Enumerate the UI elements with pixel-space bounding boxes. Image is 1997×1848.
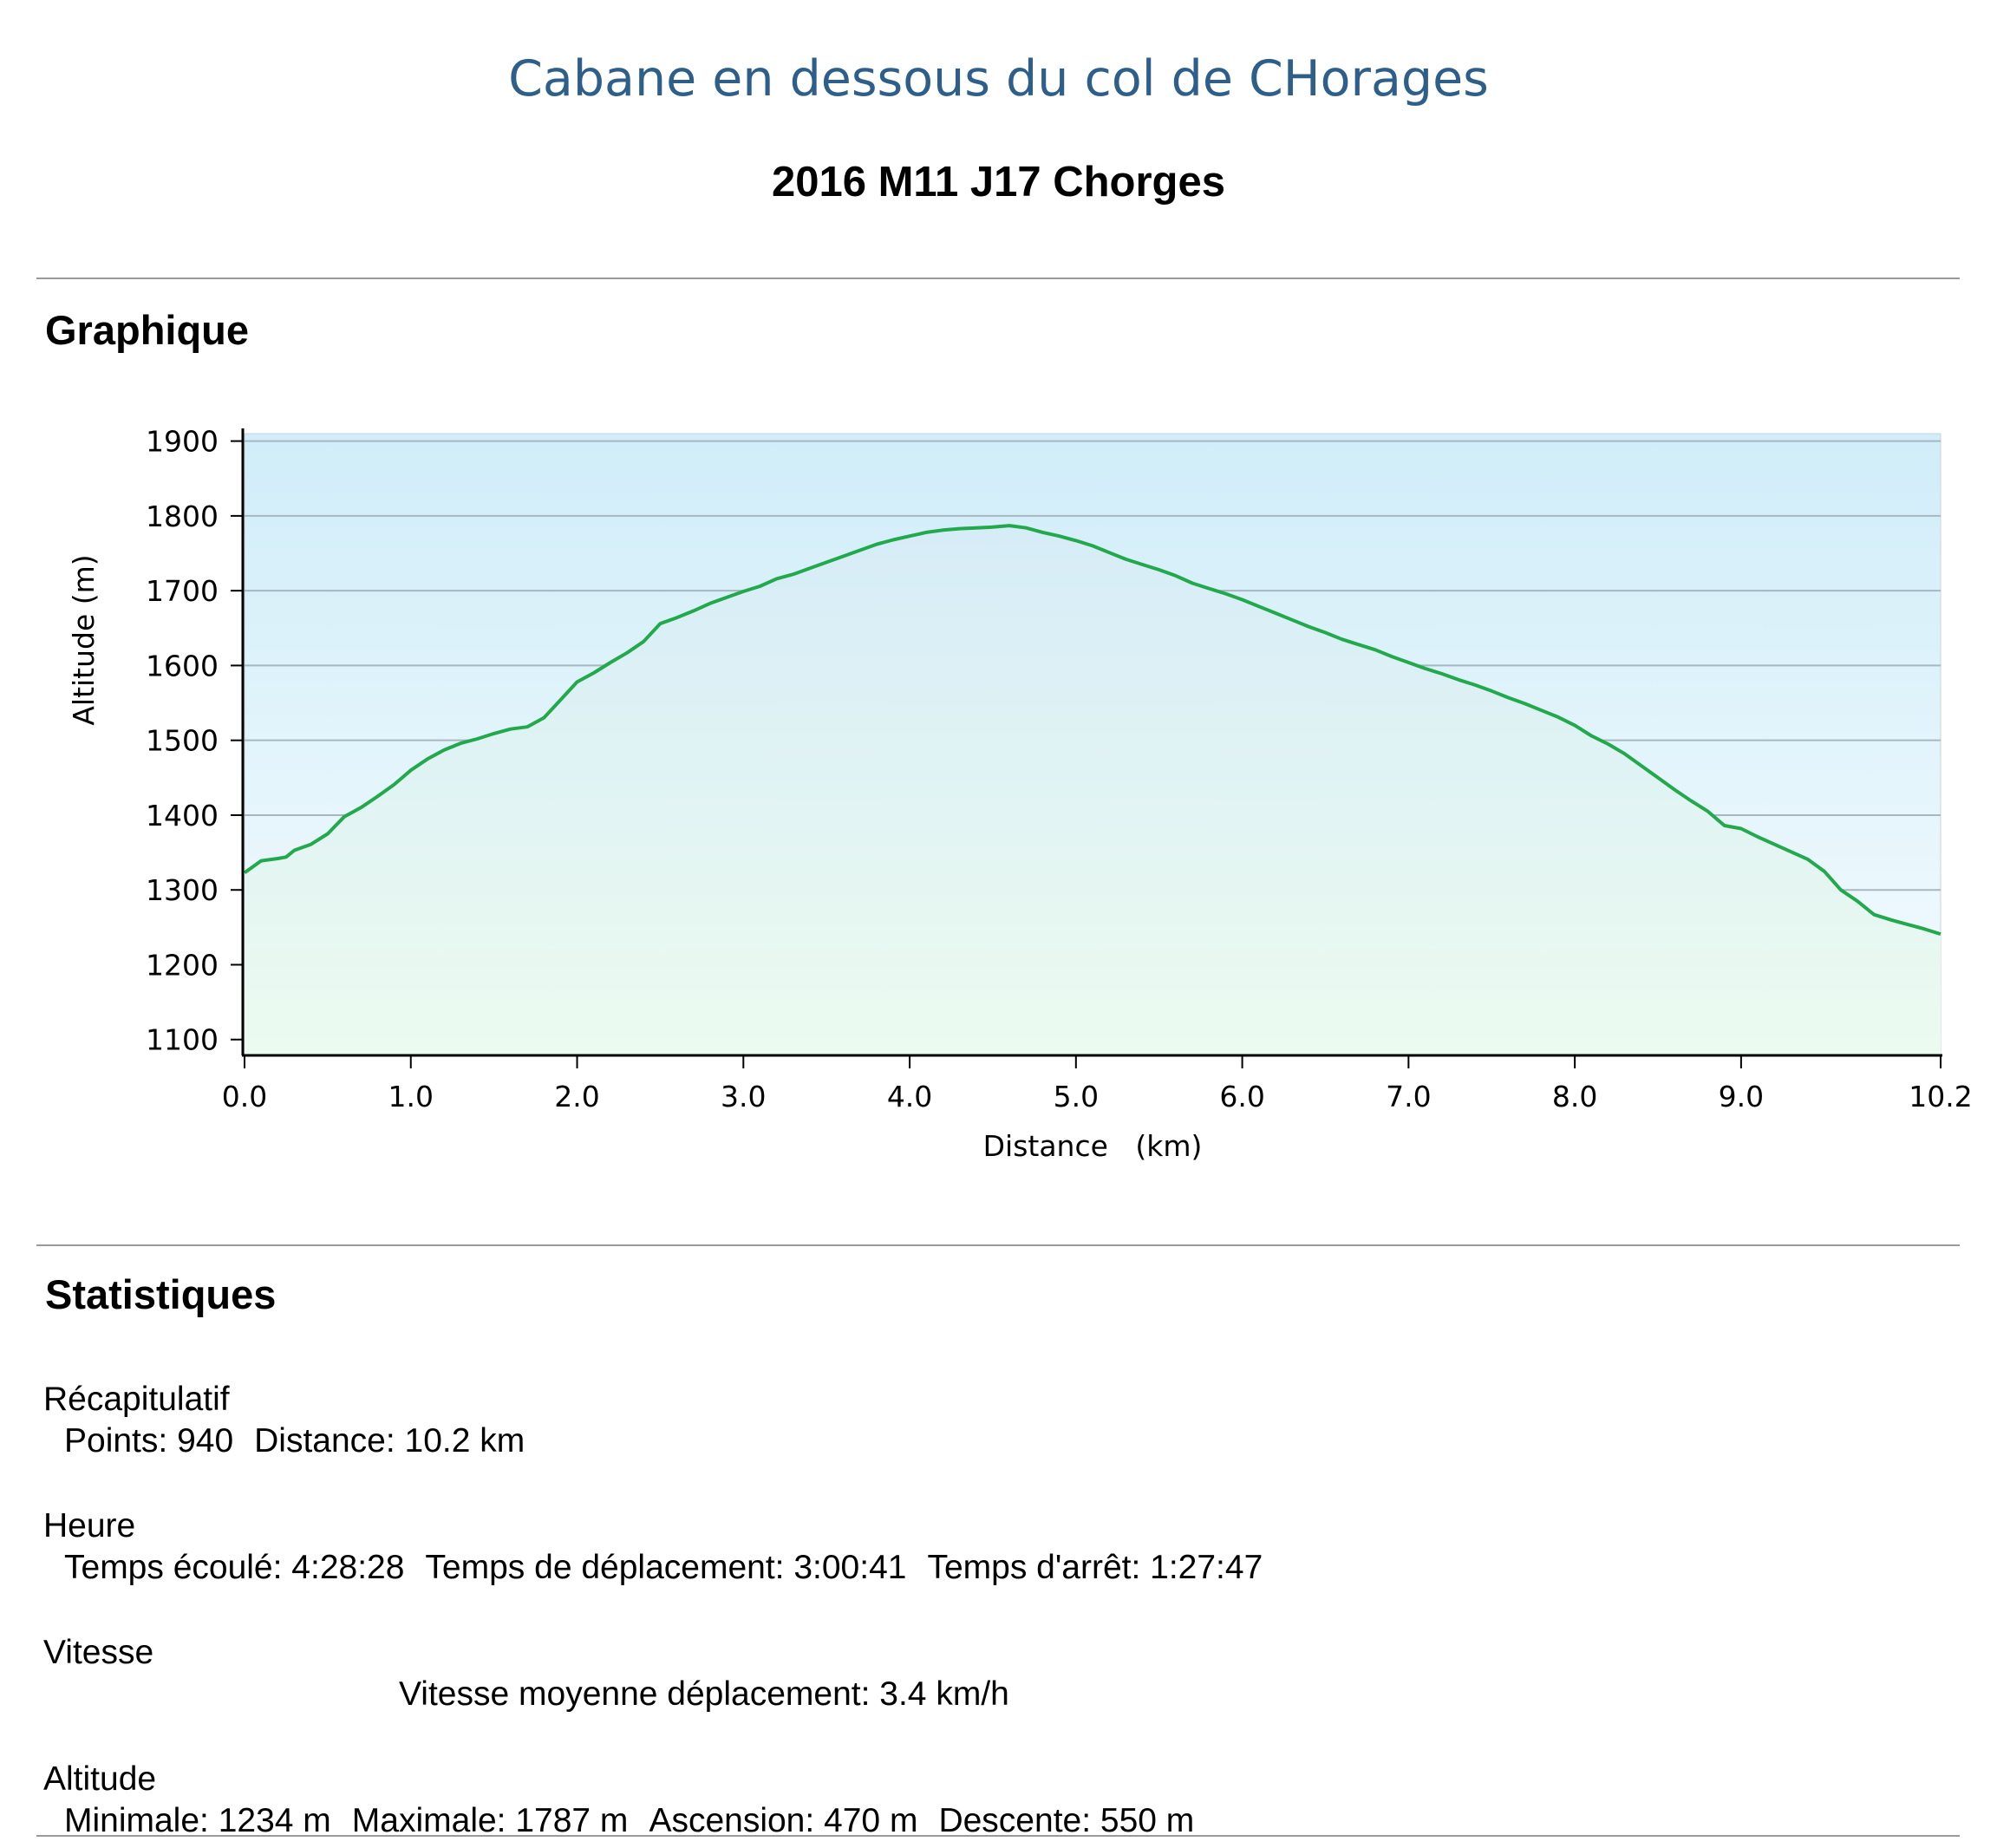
stat-value: Descente: 550 m	[938, 1802, 1195, 1839]
elevation-line	[243, 524, 1942, 937]
x-tick-label: 10.2	[1909, 1080, 1972, 1113]
elevation-chart: 1900 1800 1700 1600 1500 1400 1300 1200 1100 0.0…	[67, 425, 1973, 1163]
x-tick-label: 5.0	[1054, 1080, 1099, 1113]
stat-value: Ascension: 470 m	[649, 1802, 918, 1839]
y-tick-label: 1600	[146, 649, 219, 682]
stat-value: Temps d'arrêt: 1:27:47	[927, 1549, 1263, 1586]
stat-value: Distance: 10.2 km	[254, 1422, 525, 1459]
divider-middle	[36, 1244, 1960, 1246]
stat-value: Maximale: 1787 m	[351, 1802, 629, 1839]
y-tick-label: 1700	[146, 574, 219, 608]
y-tick-label: 1500	[146, 724, 219, 758]
stats-group: Altitude Minimale: 1234 m Maximale: 1787 m…	[43, 1759, 1215, 1842]
stats-group: Heure Temps écoulé: 4:28:28 Temps de dépla…	[43, 1505, 1283, 1589]
x-axis-ticks: 0.0 1.0 2.0 3.0 4.0 5.0 6.0 7.0 8.0 9.0 10.2	[222, 1055, 1973, 1113]
stats-group-values: Points: 940 Distance: 10.2 km	[43, 1420, 545, 1462]
x-tick-label: 0.0	[222, 1080, 267, 1113]
y-axis-label: Altitude (m)	[67, 554, 101, 725]
stats-group-values: Temps écoulé: 4:28:28 Temps de déplacemen…	[43, 1547, 1283, 1589]
stat-value: Vitesse moyenne déplacement: 3.4 km/h	[399, 1675, 1009, 1713]
stats-group-title: Altitude	[43, 1760, 157, 1798]
y-tick-label: 1200	[146, 948, 219, 982]
divider-bottom	[36, 1835, 1960, 1837]
stats-group-title: Récapitulatif	[43, 1381, 230, 1418]
y-tick-label: 1800	[146, 500, 219, 533]
stat-value: Minimale: 1234 m	[64, 1802, 331, 1839]
x-tick-label: 3.0	[721, 1080, 766, 1113]
stat-value: Points: 940	[64, 1422, 234, 1459]
x-tick-label: 7.0	[1386, 1080, 1431, 1113]
divider-top	[36, 278, 1960, 279]
x-tick-label: 2.0	[554, 1080, 599, 1113]
y-tick-label: 1300	[146, 873, 219, 907]
x-tick-label: 4.0	[887, 1080, 932, 1113]
x-axis-label: Distance (km)	[983, 1129, 1203, 1163]
y-tick-label: 1900	[146, 425, 219, 459]
x-tick-label: 1.0	[388, 1080, 434, 1113]
x-tick-label: 9.0	[1719, 1080, 1764, 1113]
y-tick-label: 1400	[146, 799, 219, 833]
elevation-area	[245, 526, 1941, 1055]
y-axis-ticks: 1900 1800 1700 1600 1500 1400 1300 1200 1100	[146, 425, 243, 1057]
stats-group: Récapitulatif Points: 940 Distance: 10.2 k…	[43, 1379, 545, 1462]
y-tick-label: 1100	[146, 1023, 219, 1057]
x-tick-label: 6.0	[1219, 1080, 1264, 1113]
x-tick-label: 8.0	[1552, 1080, 1597, 1113]
stats-group-title: Heure	[43, 1507, 136, 1544]
stats-group-title: Vitesse	[43, 1634, 154, 1671]
stats-group: Vitesse Vitesse moyenne déplacement: 3.4 …	[43, 1632, 1030, 1715]
brand-title: Cabane en dessous du col de CHorages	[508, 50, 1489, 108]
stat-value: Temps de déplacement: 3:00:41	[425, 1549, 907, 1586]
track-title: 2016 M11 J17 Chorges	[772, 159, 1225, 206]
section-title-graph: Graphique	[45, 307, 250, 353]
section-title-stats: Statistiques	[45, 1271, 277, 1317]
stats-group-values: Vitesse moyenne déplacement: 3.4 km/h	[43, 1674, 1030, 1715]
stats-group-values: Minimale: 1234 m Maximale: 1787 m Ascensio…	[43, 1800, 1215, 1842]
stat-value: Temps écoulé: 4:28:28	[64, 1549, 405, 1586]
axes	[241, 428, 1942, 1057]
